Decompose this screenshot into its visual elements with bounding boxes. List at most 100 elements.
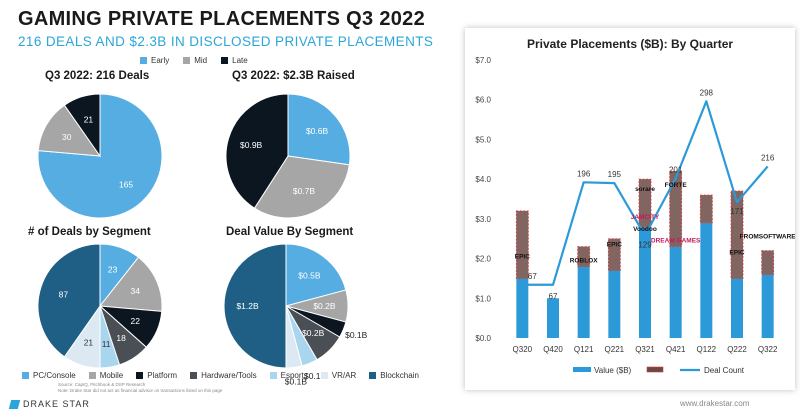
legend-swatch <box>269 372 277 379</box>
segment-legend-item: Platform <box>136 371 177 380</box>
pie-data-label: $0.2B <box>302 328 325 338</box>
pie-data-label: 21 <box>84 338 94 348</box>
legend-swatch <box>88 372 96 379</box>
deal-count-line <box>522 100 769 286</box>
legend-label: Hardware/Tools <box>201 371 257 380</box>
pie-data-label: 11 <box>102 339 111 349</box>
bar-stack-q320 <box>515 210 529 279</box>
legend-swatch <box>190 372 198 379</box>
bar-stack-q322 <box>761 250 775 275</box>
pie-slice-blockchain <box>223 243 287 369</box>
bar-value-q320 <box>516 278 529 338</box>
pie-title-segment-deals: # of Deals by Segment <box>28 226 151 238</box>
company-logo: FROMSOFTWARE <box>740 234 795 241</box>
website-link[interactable]: www.drakestar.com <box>680 399 750 408</box>
bar-stack-q221 <box>607 238 621 271</box>
company-logo: EPIC <box>515 254 530 261</box>
legend-late: Late <box>221 56 248 65</box>
y-tick-label: $7.0 <box>475 56 491 65</box>
pie-slice-mid <box>37 104 102 157</box>
x-tick-label: Q221 <box>605 345 625 354</box>
pie-data-label: 30 <box>62 132 72 142</box>
pie-slice-late <box>63 93 101 158</box>
pie-data-label: 34 <box>131 286 141 296</box>
x-tick-label: Q322 <box>758 345 778 354</box>
bar-stack-q222 <box>730 190 744 279</box>
stage-legend: Early Mid Late <box>140 56 248 65</box>
y-tick-label: $0.0 <box>475 334 491 343</box>
pie-slice-pc-console <box>285 243 347 307</box>
y-tick-label: $1.0 <box>475 294 491 303</box>
x-tick-label: Q122 <box>697 345 717 354</box>
pie-data-label: $0.9B <box>240 140 263 150</box>
x-tick-label: Q121 <box>574 345 594 354</box>
company-logo: EPIC <box>607 242 622 249</box>
segment-legend-item: PC/Console <box>22 371 76 380</box>
deal-count-label: 171 <box>730 207 744 216</box>
deal-count-label: 298 <box>700 88 714 97</box>
legend-label: Blockchain <box>380 371 419 380</box>
company-logo: JAMCITY <box>631 214 660 221</box>
legend-label: VR/AR <box>331 371 357 380</box>
pie-data-label: 23 <box>108 265 118 275</box>
y-tick-label: $5.0 <box>475 135 491 144</box>
legend-swatch <box>320 372 328 379</box>
company-logo: DREAM GAMES <box>651 238 701 245</box>
deal-count-label: 216 <box>761 153 775 162</box>
pie-data-label: 22 <box>131 316 141 326</box>
bar-chart-panel: Private Placements ($B): By Quarter $0.0 $… <box>465 28 795 390</box>
legend-swatch <box>369 372 377 379</box>
legend-early-label: Early <box>151 56 170 65</box>
pie-data-label: $0.5B <box>298 271 321 281</box>
deal-count-label: 196 <box>577 169 591 178</box>
legend-swatch <box>136 372 144 379</box>
pie-slice-mobile <box>99 256 163 312</box>
pie-chart-segment-deals: 23 34 22 18 11 21 87 <box>37 243 163 369</box>
page-subtitle: 216 DEALS AND $2.3B IN DISCLOSED PRIVATE… <box>18 34 434 49</box>
pie-title-deals: Q3 2022: 216 Deals <box>45 70 150 82</box>
pie-data-label: 165 <box>119 179 133 189</box>
company-logo: sorare <box>635 186 655 193</box>
company-logo: FORTE <box>665 182 688 189</box>
brand-mark-icon <box>8 399 21 409</box>
pie-slice-early <box>287 93 351 166</box>
segment-legend-item: VR/AR <box>320 371 357 380</box>
legend-swatch-stack <box>646 366 664 373</box>
page-title: GAMING PRIVATE PLACEMENTS Q3 2022 <box>18 8 426 30</box>
legend-label: PC/Console <box>33 371 76 380</box>
legend-label: Esports <box>280 371 308 380</box>
deal-count-label: 67 <box>528 272 537 281</box>
pie-data-label: $0.2B <box>313 301 336 311</box>
pie-data-label: $0.1B <box>285 376 308 386</box>
bar-stack-q421 <box>669 170 683 248</box>
y-tick-label: $4.0 <box>475 175 491 184</box>
segment-legend: PC/Console Mobile Platform Hardware/Tools Es… <box>22 371 419 380</box>
pie-data-label: 21 <box>84 114 94 124</box>
y-tick-label: $6.0 <box>475 96 491 105</box>
y-tick-label: $3.0 <box>475 215 491 224</box>
company-logo: ROBLOX <box>570 258 598 265</box>
pie-slice-blockchain <box>37 243 101 358</box>
segment-legend-item: Esports <box>269 371 308 380</box>
legend-swatch <box>22 372 29 379</box>
pie-data-label: $0.1B <box>345 330 368 340</box>
legend-late-label: Late <box>232 56 248 65</box>
segment-legend-item: Mobile <box>88 371 123 380</box>
brand-name: DRAKE STAR <box>23 399 90 409</box>
bar-value-q322 <box>761 274 774 338</box>
pie-data-label: $0.1B <box>304 371 327 381</box>
deal-count-label: 129 <box>638 241 652 250</box>
bar-chart-title: Private Placements ($B): By Quarter <box>527 37 733 51</box>
deal-count-label: 67 <box>549 292 558 301</box>
legend-mid: Mid <box>183 56 207 65</box>
brand-logo: DRAKE STAR <box>8 399 90 409</box>
bar-value-q222 <box>731 278 743 338</box>
x-tick-label: Q420 <box>543 345 563 354</box>
x-tick-label: Q421 <box>666 345 686 354</box>
y-tick-label: $2.0 <box>475 255 491 264</box>
pie-data-label: 18 <box>116 333 126 343</box>
pie-title-raised: Q3 2022: $2.3B Raised <box>232 70 355 82</box>
x-tick-label: Q222 <box>727 345 747 354</box>
bar-value-q221 <box>608 270 621 338</box>
bar-value-q122 <box>700 222 713 338</box>
